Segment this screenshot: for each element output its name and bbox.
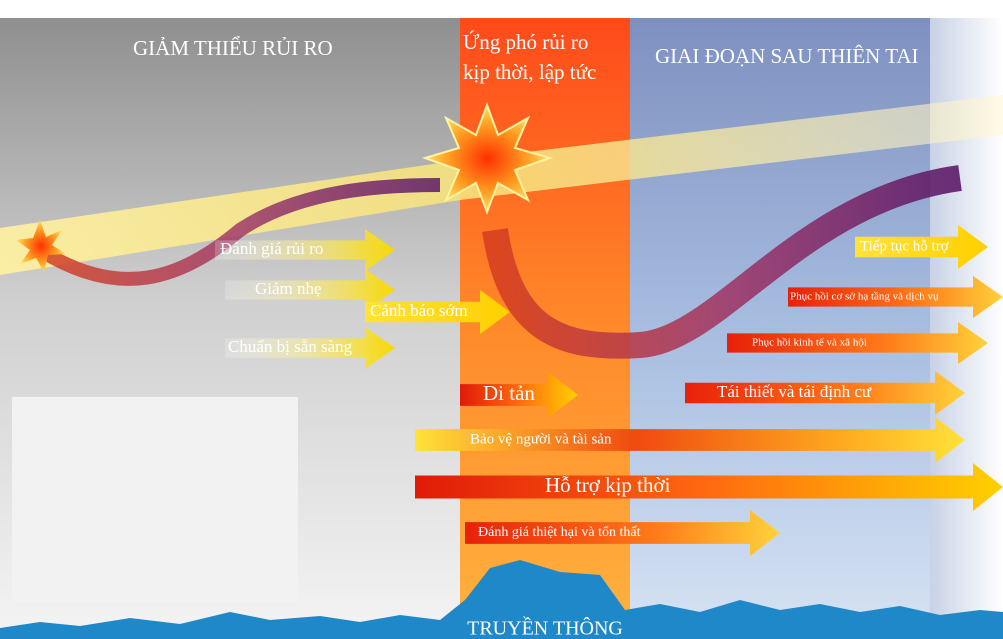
arrow-label: Đánh giá thiệt hại và tổn thất: [478, 525, 641, 540]
arrow: [215, 229, 395, 271]
arrow-label: Chuẩn bị sẵn sàng: [228, 337, 353, 356]
header-middle-2: kịp thời, lập tức: [463, 60, 596, 84]
arrow-label: Tiếp tục hỗ trợ: [860, 238, 950, 254]
header-right: GIAI ĐOẠN SAU THIÊN TAI: [655, 44, 919, 68]
arrow-label: Hỗ trợ kịp thời: [545, 473, 671, 497]
arrow-label: Bảo vệ người và tài sản: [470, 431, 612, 447]
arrow-label: Đánh giá rủi ro: [220, 239, 323, 258]
arrow-label: Cảnh báo sớm: [370, 301, 468, 320]
communication-band: [0, 560, 1003, 639]
arrow-label: Giảm nhẹ: [255, 279, 322, 298]
header-middle-1: Ứng phó rủi ro: [463, 30, 588, 54]
arrow: [685, 371, 965, 415]
arrow: [727, 322, 988, 364]
arrow: [460, 372, 578, 418]
header-left: GIẢM THIỂU RỦI RO: [133, 36, 333, 60]
small-star: [16, 220, 66, 272]
arrow: [225, 269, 395, 311]
arrow-label: Phục hồi cơ sở hạ tầng và dịch vụ: [790, 291, 939, 303]
arrow-label: Tái thiết và tái định cư: [717, 382, 872, 401]
arrow-label: Phục hồi kinh tế và xã hội: [752, 337, 867, 349]
arrow: [415, 463, 1003, 511]
arrow: [465, 510, 780, 556]
curve-right: [482, 165, 962, 359]
curve-left: [36, 178, 441, 286]
arrow: [415, 417, 965, 463]
arrow: [225, 327, 395, 369]
arrow: [365, 290, 510, 334]
big-star: [421, 102, 554, 215]
blank-panel: [12, 397, 298, 602]
footer: TRUYỀN THÔNG: [467, 616, 623, 639]
arrow: [855, 225, 988, 269]
arrow-label: Di tản: [483, 381, 535, 405]
arrow: [788, 276, 1003, 318]
